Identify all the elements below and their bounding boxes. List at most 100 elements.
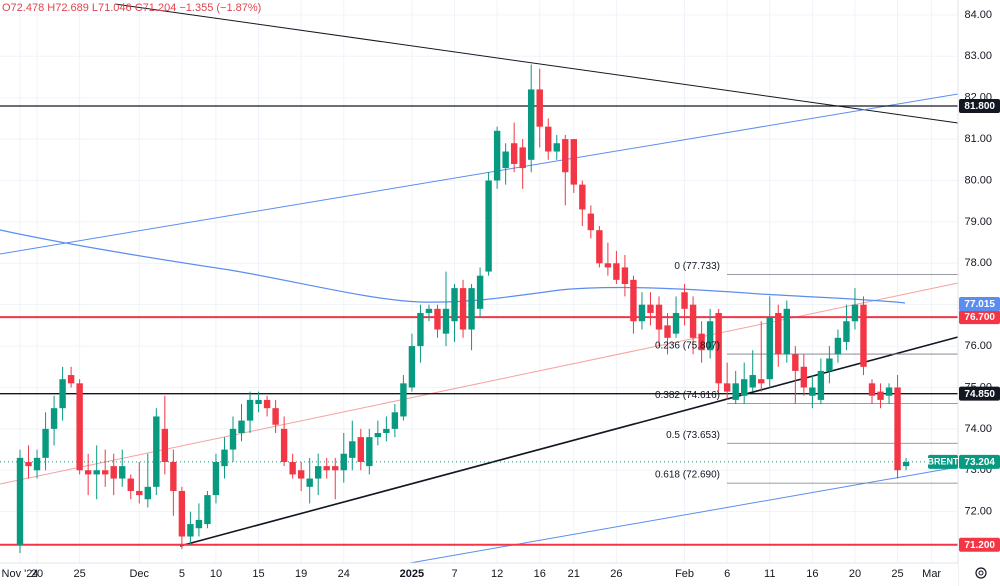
candle-body <box>783 308 790 355</box>
candle-body <box>689 304 697 338</box>
candle-body <box>67 375 75 384</box>
candle-body <box>84 470 92 475</box>
x-tick-label: 20 <box>849 568 861 580</box>
candle-body <box>647 304 654 313</box>
x-tick-label: 21 <box>568 568 580 580</box>
price-line-label-box <box>959 537 1000 552</box>
x-tick-label: 19 <box>295 568 307 580</box>
candle-body <box>877 391 884 400</box>
candle-body <box>442 308 450 334</box>
candle-body <box>655 304 663 330</box>
candle-body <box>93 470 100 475</box>
x-tick-label: 15 <box>252 568 264 580</box>
y-tick-label: 79.00 <box>964 216 992 228</box>
candle-body <box>204 495 211 525</box>
x-tick-label: 25 <box>891 568 903 580</box>
candle-body <box>468 288 475 330</box>
candle-body <box>519 147 526 169</box>
y-tick-label: 80.00 <box>964 174 992 186</box>
x-tick-label: 7 <box>451 568 457 580</box>
candle-body <box>297 470 305 479</box>
x-tick-label: 11 <box>764 568 775 580</box>
x-tick-label: Feb <box>675 568 694 580</box>
price-line-label-box <box>959 98 1000 113</box>
candle-body <box>681 292 688 309</box>
candle-body <box>672 312 680 334</box>
candle-body <box>212 461 220 496</box>
candle-body <box>860 304 867 367</box>
candle-body <box>485 180 492 272</box>
labels: 72.0073.0074.0075.0076.0077.0078.0079.00… <box>2 9 1000 580</box>
candle-body <box>817 370 825 400</box>
y-tick-label: 74.00 <box>964 423 992 435</box>
candle-body <box>349 441 356 458</box>
candle-body <box>408 346 416 388</box>
candle-body <box>868 383 876 396</box>
price-axis <box>958 0 1000 586</box>
candle-body <box>323 466 330 471</box>
candle-body <box>425 308 433 313</box>
candle-body <box>723 383 731 392</box>
candle-body <box>800 366 808 388</box>
candle-body <box>374 433 382 438</box>
price-line-label-box <box>959 386 1000 401</box>
candle-body <box>195 519 203 529</box>
candle-body <box>510 143 518 164</box>
fib-label: 0.618 (72.690) <box>655 470 720 481</box>
candle-body <box>136 490 143 496</box>
candle-body <box>25 461 32 467</box>
x-tick-label: 10 <box>210 568 222 580</box>
x-tick-label: 2025 <box>400 568 424 580</box>
symbol-label: BRENT <box>928 457 960 467</box>
candle-body <box>357 437 364 462</box>
candle-body <box>732 383 739 400</box>
x-tick-label: 26 <box>610 568 622 580</box>
candle-body <box>221 449 228 467</box>
candle-body <box>749 375 756 388</box>
candle-body <box>76 383 83 471</box>
y-tick-label: 72.00 <box>964 506 992 518</box>
time-axis <box>0 563 958 586</box>
ma-label-box <box>959 297 1000 312</box>
candle-body <box>127 478 134 491</box>
candle-body <box>826 358 833 371</box>
symbol-box <box>928 454 958 469</box>
candle-body <box>766 317 773 380</box>
candle-body <box>553 143 560 152</box>
grid <box>0 0 958 563</box>
candle-body <box>579 184 586 210</box>
x-tick-label: 5 <box>179 568 185 580</box>
x-tick-label: 12 <box>491 568 503 580</box>
price-line-label: 81.800 <box>964 101 995 112</box>
candle-body <box>502 151 509 169</box>
x-tick-label: Dec <box>129 568 149 580</box>
candle-body <box>570 139 577 185</box>
candle-body <box>110 466 117 479</box>
candle-body <box>391 412 399 429</box>
candle-body <box>315 466 322 479</box>
candle-body <box>451 288 458 322</box>
candle-body <box>42 428 49 458</box>
y-tick-label: 78.00 <box>964 257 992 269</box>
x-tick-label: 20 <box>31 568 43 580</box>
price-line-label: 76.700 <box>964 312 995 323</box>
candle-body <box>741 379 748 396</box>
candle-body <box>332 466 339 471</box>
candle-body <box>400 383 407 417</box>
y-tick-label: 84.00 <box>964 9 992 21</box>
candle-body <box>289 461 296 475</box>
candle-body <box>178 490 186 537</box>
ohlc-header: O72.478 H72.689 L71.046 C71.204 −1.355 (… <box>2 2 261 14</box>
candle-body <box>638 304 646 322</box>
candle-body <box>894 387 901 471</box>
candle-body <box>834 337 842 355</box>
fib-label: 0.382 (74.616) <box>655 390 720 401</box>
x-tick-label: 16 <box>534 568 546 580</box>
candle-body <box>153 416 160 487</box>
candle-body <box>664 325 671 338</box>
settings-icon[interactable] <box>975 567 987 579</box>
candle-body <box>613 263 620 280</box>
x-tick-label: 24 <box>338 568 350 580</box>
candle-body <box>775 312 782 355</box>
fib-label: 0.236 (75.807) <box>655 341 720 352</box>
